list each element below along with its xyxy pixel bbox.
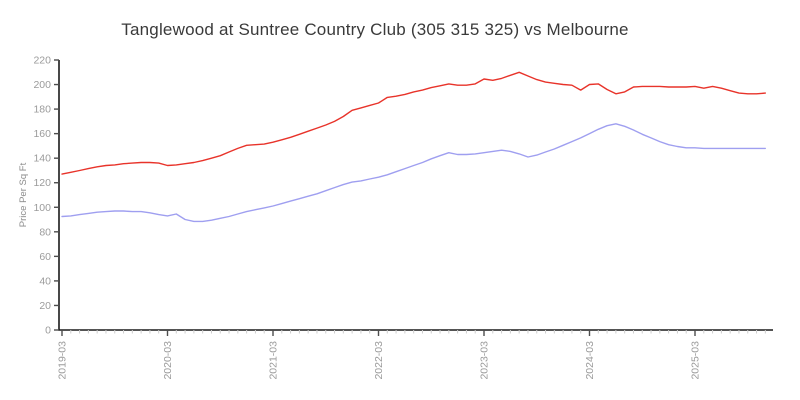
x-tick-label: 2020-03 xyxy=(162,341,174,380)
x-tick-label: 2023-03 xyxy=(479,341,491,380)
x-tick-label: 2024-03 xyxy=(584,341,596,380)
x-tick-label: 2021-03 xyxy=(268,341,280,380)
y-tick-label: 60 xyxy=(39,251,51,263)
y-tick-label: 180 xyxy=(33,104,51,116)
y-tick-label: 160 xyxy=(33,128,51,140)
y-tick-label: 140 xyxy=(33,153,51,165)
series-line-tanglewood xyxy=(61,71,766,175)
series-line-melbourne xyxy=(61,123,766,223)
y-tick-label: 100 xyxy=(33,202,51,214)
axis-spine xyxy=(58,60,773,331)
y-tick-label: 40 xyxy=(39,275,51,287)
y-tick-label: 220 xyxy=(33,55,51,67)
y-tick-label: 200 xyxy=(33,79,51,91)
x-tick-label: 2025-03 xyxy=(690,341,702,380)
chart-title: Tanglewood at Suntree Country Club (305 … xyxy=(121,20,629,39)
x-tick-label: 2022-03 xyxy=(373,341,385,380)
y-tick-label: 0 xyxy=(45,325,51,337)
y-tick-label: 20 xyxy=(39,300,51,312)
y-tick-label: 120 xyxy=(33,177,51,189)
y-tick-label: 80 xyxy=(39,226,51,238)
x-tick-label: 2019-03 xyxy=(57,341,69,380)
y-axis-label: Price Per Sq Ft xyxy=(18,162,29,227)
